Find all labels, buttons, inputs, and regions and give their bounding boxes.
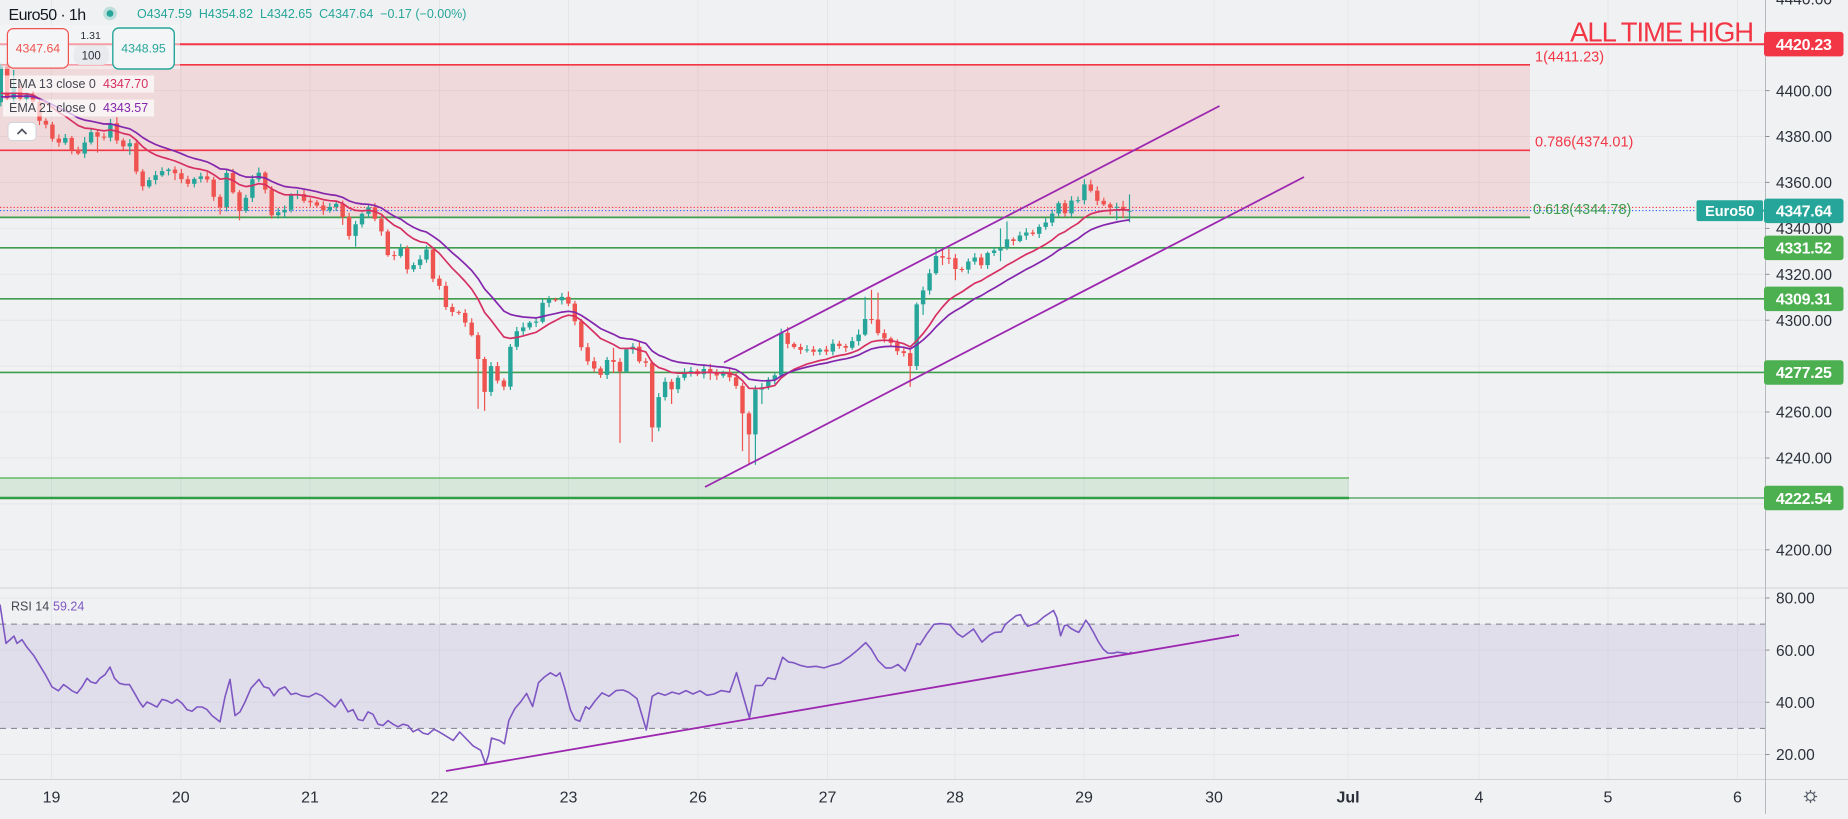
svg-text:4340.00: 4340.00 [1776,221,1832,238]
svg-text:4260.00: 4260.00 [1776,405,1832,422]
svg-text:60.00: 60.00 [1776,643,1815,660]
svg-text:4360.00: 4360.00 [1776,175,1832,192]
svg-text:26: 26 [689,790,707,807]
svg-text:4309.31: 4309.31 [1776,292,1832,309]
svg-text:5: 5 [1604,790,1613,807]
svg-text:40.00: 40.00 [1776,695,1815,712]
svg-text:4200.00: 4200.00 [1776,543,1832,560]
svg-text:0.618(4344.78): 0.618(4344.78) [1533,202,1631,218]
svg-text:0.786(4374.01): 0.786(4374.01) [1535,135,1633,151]
svg-text:Euro50: Euro50 [1705,204,1754,220]
svg-text:1.31: 1.31 [80,30,101,42]
svg-text:27: 27 [819,790,837,807]
svg-text:4380.00: 4380.00 [1776,129,1832,146]
svg-text:4440.00: 4440.00 [1776,0,1832,9]
svg-text:23: 23 [560,790,578,807]
svg-text:21: 21 [301,790,319,807]
svg-text:6: 6 [1733,790,1742,807]
svg-text:EMA 13 close 0: EMA 13 close 0 [9,77,96,91]
svg-text:Jul: Jul [1336,790,1359,807]
svg-text:19: 19 [43,790,61,807]
svg-text:4277.25: 4277.25 [1776,365,1832,382]
svg-text:4347.64: 4347.64 [1776,204,1832,221]
svg-text:4347.64: 4347.64 [16,42,61,56]
svg-text:4300.00: 4300.00 [1776,313,1832,330]
svg-text:Euro50 · 1h: Euro50 · 1h [9,7,86,24]
svg-text:4420.23: 4420.23 [1776,37,1832,54]
svg-text:4320.00: 4320.00 [1776,267,1832,284]
svg-text:1(4411.23): 1(4411.23) [1535,50,1604,66]
svg-text:4: 4 [1475,790,1484,807]
svg-text:RSI 14: RSI 14 [11,600,49,614]
svg-text:4348.95: 4348.95 [121,42,166,56]
svg-text:29: 29 [1075,790,1093,807]
svg-text:4343.57: 4343.57 [103,101,148,115]
svg-text:28: 28 [946,790,964,807]
svg-text:4240.00: 4240.00 [1776,451,1832,468]
svg-text:4400.00: 4400.00 [1776,83,1832,100]
svg-text:22: 22 [431,790,449,807]
svg-text:100: 100 [82,51,101,63]
svg-text:20.00: 20.00 [1776,747,1815,764]
svg-text:ALL TIME HIGH: ALL TIME HIGH [1570,17,1753,48]
svg-text:O4347.59 H4354.82 L4342.65: O4347.59 H4354.82 L4342.65 C4347.64 −0.1… [137,7,466,21]
svg-text:4222.54: 4222.54 [1776,491,1832,508]
svg-text:4331.52: 4331.52 [1776,241,1832,258]
svg-text:4347.70: 4347.70 [103,77,148,91]
svg-text:20: 20 [172,790,190,807]
svg-text:80.00: 80.00 [1776,591,1815,608]
svg-text:EMA 21 close 0: EMA 21 close 0 [9,101,96,115]
svg-text:59.24: 59.24 [53,600,84,614]
svg-text:30: 30 [1205,790,1223,807]
